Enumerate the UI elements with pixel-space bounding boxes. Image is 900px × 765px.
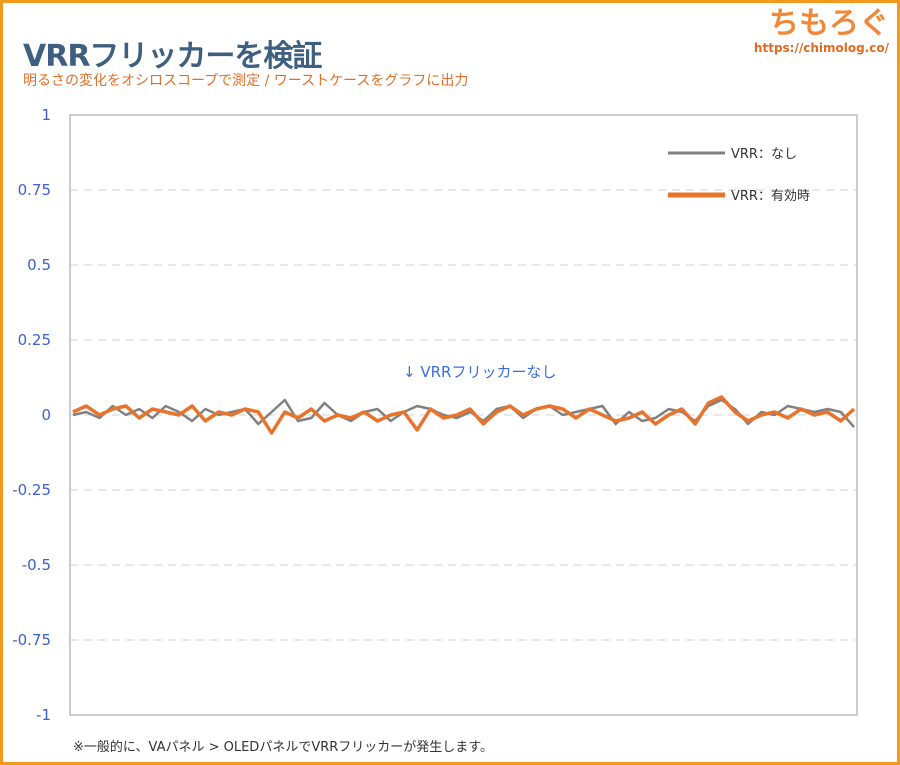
y-tick-label: 0 bbox=[41, 406, 51, 424]
chart-title: VRRフリッカーを検証 bbox=[23, 39, 322, 74]
series-line-vrr-on bbox=[72, 395, 856, 435]
site-logo: ちもろぐ https://chimolog.co/ bbox=[753, 6, 889, 56]
y-tick-label: 1 bbox=[41, 106, 51, 124]
legend-label: VRR：有効時 bbox=[731, 189, 810, 204]
y-tick-label: 0.5 bbox=[27, 256, 51, 274]
plot-border bbox=[69, 114, 858, 716]
chart-subtitle: 明るさの変化をオシロスコープで測定 / ワーストケースをグラフに出力 bbox=[23, 73, 469, 89]
y-tick-label: -0.25 bbox=[12, 481, 51, 499]
annotation: ↓ VRRフリッカーなし bbox=[403, 363, 556, 381]
y-tick-label: 0.25 bbox=[18, 331, 51, 349]
y-tick-label: -1 bbox=[36, 706, 51, 724]
y-tick-label: -0.5 bbox=[22, 556, 51, 574]
logo-url: https://chimolog.co/ bbox=[753, 41, 889, 55]
y-tick-label: 0.75 bbox=[18, 181, 51, 199]
line-chart: 1 0.75 0.5 0.25 0 -0.25 -0.5 -0.75 -1 VRR：なし VRR：有… bbox=[12, 106, 858, 724]
logo-text: ちもろぐ bbox=[769, 6, 889, 41]
footnote: ※一般的に、VAパネル > OLEDパネルでVRRフリッカーが発生します。 bbox=[73, 740, 493, 755]
legend-label: VRR：なし bbox=[731, 147, 797, 162]
y-tick-label: -0.75 bbox=[12, 631, 51, 649]
